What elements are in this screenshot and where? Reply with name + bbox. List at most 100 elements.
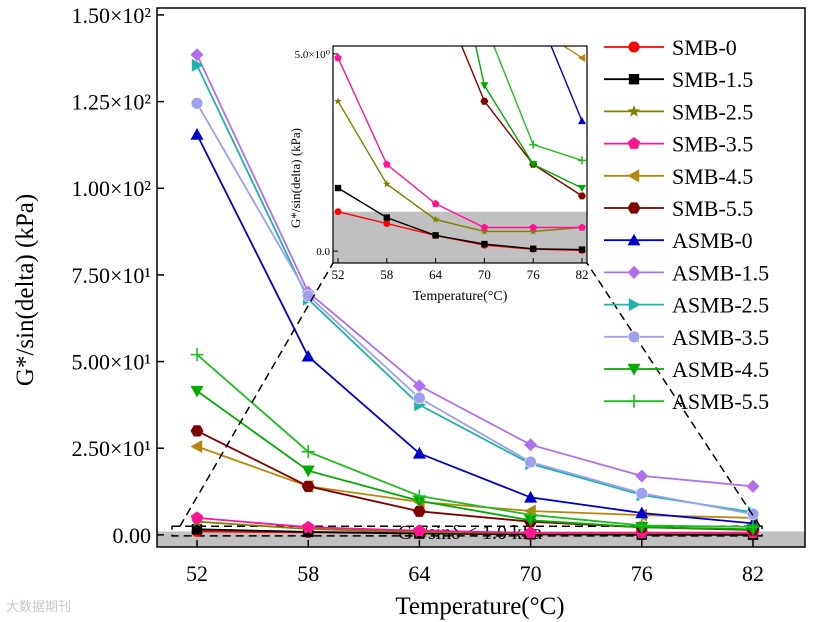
- data-point: [412, 446, 426, 459]
- data-point: [301, 465, 315, 478]
- legend-label: ASMB-5.5: [672, 389, 769, 414]
- data-point: [524, 508, 538, 522]
- inset-series-asmb-5-5: [493, 46, 586, 165]
- inset-data-point: [432, 232, 439, 239]
- series-line: [196, 445, 754, 519]
- data-point: [190, 128, 204, 140]
- data-point: [412, 379, 426, 393]
- inset-frame: [332, 45, 588, 264]
- inset-data-point: [529, 223, 537, 231]
- inset-x-tick-label: 52: [332, 267, 345, 282]
- inset-data-point: [334, 53, 342, 62]
- y-axis-title: G*/sin(delta) (kPa): [12, 194, 39, 386]
- inset-series-line: [337, 100, 583, 233]
- series-smb-4-5: [190, 439, 759, 525]
- data-point: [190, 97, 204, 110]
- series-line: [196, 528, 753, 536]
- legend-label: ASMB-1.5: [672, 260, 769, 285]
- legend-item: SMB-0: [604, 35, 737, 60]
- data-point: [190, 385, 204, 398]
- inset-y-axis-title: G*/sin(delta) (kPa): [288, 128, 303, 228]
- series-line: [196, 134, 754, 525]
- y-tick-label: 1.25×10²: [71, 90, 151, 115]
- data-point: [635, 469, 649, 483]
- legend-item: ASMB-3.5: [604, 325, 769, 350]
- data-point: [413, 391, 426, 405]
- series-smb-5-5: [190, 425, 760, 536]
- inset-series-smb-3-5: [334, 53, 586, 231]
- inset-data-point: [529, 140, 538, 149]
- inset-series-line: [337, 187, 583, 251]
- x-tick-label: 64: [408, 561, 430, 586]
- y-tick-label: 1.50×10²: [71, 3, 151, 28]
- inset-data-point: [578, 116, 586, 125]
- inset-data-point: [431, 215, 440, 223]
- data-point: [302, 520, 315, 533]
- inset-data-point: [529, 22, 536, 30]
- legend-marker: [627, 202, 641, 214]
- data-point: [524, 455, 537, 469]
- inset-x-tick-label: 76: [527, 267, 541, 282]
- series-line: [196, 54, 754, 488]
- legend-item: SMB-4.5: [604, 164, 753, 189]
- inset-series-smb-4-5: [529, 22, 586, 62]
- inset-data-point: [480, 82, 489, 90]
- inset-data-point: [578, 11, 585, 18]
- inset-x-tick-label: 70: [478, 267, 491, 282]
- x-axis-title: Temperature(°C): [395, 593, 564, 620]
- legend-label: SMB-4.5: [672, 164, 753, 189]
- inset-x-axis-title: Temperature(°C): [413, 289, 508, 304]
- inset-series-line: [337, 57, 582, 229]
- legend-item: SMB-3.5: [604, 132, 753, 157]
- legend-marker: [628, 74, 640, 85]
- data-point: [635, 506, 649, 519]
- series-line: [196, 353, 754, 528]
- legend-item: SMB-1.5: [604, 67, 753, 92]
- legend-label: ASMB-0: [672, 228, 753, 253]
- legend-marker: [627, 104, 641, 117]
- y-tick-label: 0.00: [113, 523, 152, 548]
- legend-item: ASMB-5.5: [604, 389, 769, 414]
- main-plot: G*/sinδ < 1.0 kPa 0.002.50×10¹5.00×10¹7.…: [71, 3, 806, 586]
- series-asmb-5-5: [190, 348, 760, 534]
- data-point: [301, 349, 315, 362]
- inset-y-tick-label: 0.0: [316, 246, 330, 258]
- zoom-line-right: [586, 262, 761, 527]
- series-line: [196, 517, 753, 534]
- x-tick-label: 58: [297, 561, 319, 586]
- inset-data-point: [578, 184, 586, 193]
- data-point: [635, 519, 649, 533]
- x-tick-label: 82: [742, 561, 764, 586]
- inset-data-point: [578, 192, 586, 200]
- inset-series-asmb-0: [550, 46, 586, 125]
- inset-series-line: [460, 46, 583, 197]
- legend-label: ASMB-2.5: [672, 293, 769, 318]
- data-point: [190, 511, 204, 524]
- data-point: [524, 490, 538, 503]
- data-point: [301, 480, 315, 492]
- zoom-line-left: [179, 262, 334, 527]
- legend-marker: [627, 394, 641, 408]
- inset-data-point: [334, 208, 342, 216]
- inset-series-smb-1-5: [334, 184, 586, 253]
- inset-data-point: [480, 97, 489, 105]
- inset-data-point: [480, 227, 489, 235]
- legend-marker: [627, 233, 641, 246]
- data-point: [635, 487, 648, 500]
- watermark-text: 大数据期刊: [6, 600, 72, 615]
- inset-data-point: [529, 227, 537, 235]
- x-tick-label: 70: [520, 561, 542, 586]
- plot-frame: [156, 7, 806, 548]
- y-tick-label: 5.00×10¹: [71, 350, 151, 375]
- inset-x-tick-label: 58: [380, 267, 393, 282]
- legend-marker: [627, 137, 641, 149]
- inset-data-point: [383, 180, 391, 188]
- y-tick-label: 1.00×10²: [71, 176, 151, 201]
- inset-series-line: [493, 46, 583, 162]
- data-point: [190, 439, 203, 453]
- inset-data-point: [334, 97, 342, 105]
- inset-data-point: [578, 156, 586, 165]
- data-point: [190, 348, 204, 362]
- inset-data-point: [578, 53, 586, 62]
